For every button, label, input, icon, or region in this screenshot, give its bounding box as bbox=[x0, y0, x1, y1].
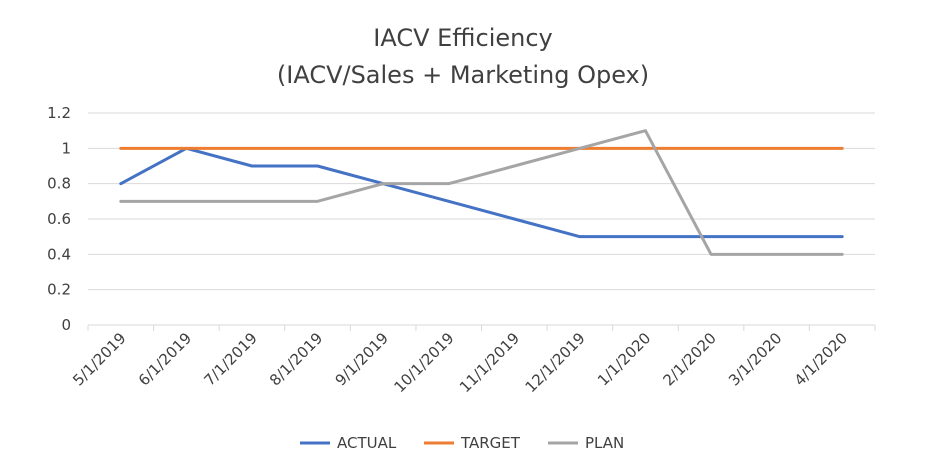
chart-title: IACV Efficiency bbox=[373, 24, 552, 52]
y-tick-label: 0.2 bbox=[47, 281, 71, 299]
gridlines bbox=[88, 112, 875, 326]
x-tick-label: 8/1/2019 bbox=[266, 329, 326, 389]
x-tick-label: 11/1/2019 bbox=[456, 329, 523, 396]
x-tick-label: 9/1/2019 bbox=[332, 329, 392, 389]
legend-label-plan: PLAN bbox=[585, 434, 624, 452]
x-tick-label: 1/1/2020 bbox=[594, 329, 654, 389]
y-tick-label: 1.2 bbox=[47, 104, 71, 122]
series-line-actual bbox=[119, 146, 844, 239]
x-tick-label: 10/1/2019 bbox=[390, 329, 457, 396]
series-lines bbox=[119, 129, 844, 256]
x-axis-ticks: 5/1/2019 6/1/2019 7/1/2019 8/1/2019 9/1/2019… bbox=[69, 325, 876, 396]
y-tick-label: 0 bbox=[61, 316, 71, 334]
x-tick-label: 3/1/2020 bbox=[725, 329, 785, 389]
x-tick-label: 7/1/2019 bbox=[200, 329, 260, 389]
y-axis-ticks: 0 0.2 0.4 0.6 0.8 1 1.2 bbox=[47, 104, 71, 334]
series-line-plan bbox=[119, 129, 844, 256]
x-tick-label: 4/1/2020 bbox=[791, 329, 851, 389]
y-tick-label: 0.8 bbox=[47, 175, 71, 193]
x-tick-label: 12/1/2019 bbox=[522, 329, 589, 396]
y-tick-label: 1 bbox=[61, 139, 71, 157]
x-tick-label: 2/1/2020 bbox=[660, 329, 720, 389]
legend: ACTUAL TARGET PLAN bbox=[300, 434, 624, 452]
legend-label-target: TARGET bbox=[460, 434, 521, 452]
x-tick-label: 6/1/2019 bbox=[135, 329, 195, 389]
x-tick-label: 5/1/2019 bbox=[69, 329, 129, 389]
y-tick-label: 0.6 bbox=[47, 210, 71, 228]
chart-subtitle: (IACV/Sales + Marketing Opex) bbox=[277, 61, 649, 89]
legend-label-actual: ACTUAL bbox=[337, 434, 397, 452]
y-tick-label: 0.4 bbox=[47, 245, 71, 263]
